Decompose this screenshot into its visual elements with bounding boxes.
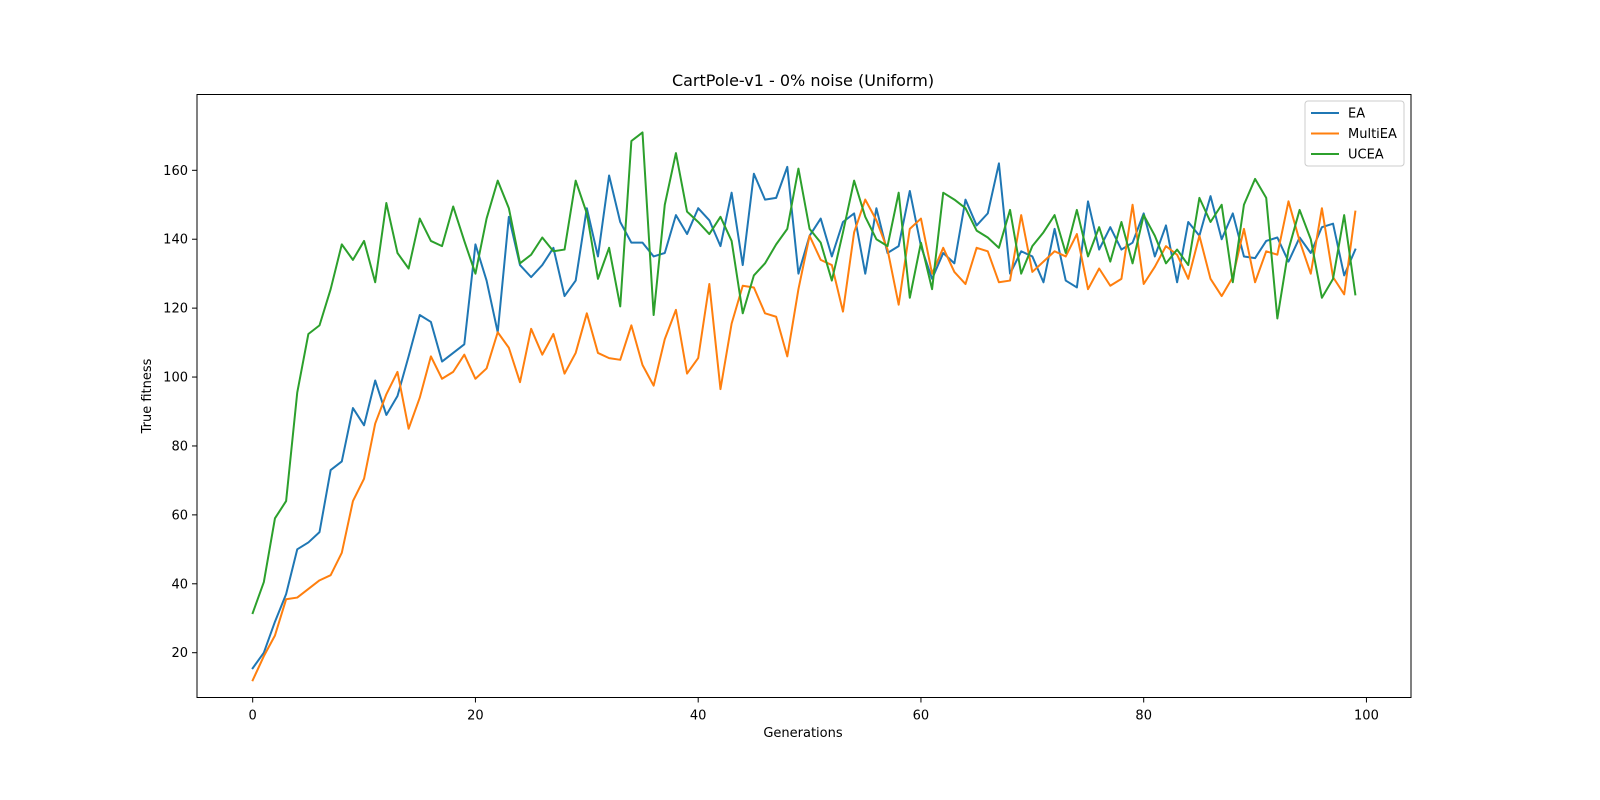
x-tick-label: 20 <box>467 709 484 724</box>
y-tick-label: 140 <box>163 233 188 248</box>
y-tick-label: 100 <box>163 371 188 386</box>
x-tick-label: 60 <box>913 709 930 724</box>
chart-title: CartPole-v1 - 0% noise (Uniform) <box>672 71 934 90</box>
plot-area-frame <box>196 94 1412 698</box>
y-tick-label: 160 <box>163 164 188 179</box>
legend-label-multiea: MultiEA <box>1348 127 1397 142</box>
legend-label-ucea: UCEA <box>1348 148 1384 163</box>
x-tick-label: 40 <box>690 709 707 724</box>
y-tick-label: 120 <box>163 302 188 317</box>
x-axis-label: Generations <box>763 726 843 741</box>
series-line-ea <box>251 162 1357 670</box>
y-axis-ticks: 20 40 60 80 100 120 140 160 <box>163 164 197 661</box>
legend: EA MultiEA UCEA <box>1304 100 1405 167</box>
series-line-multiea <box>251 198 1357 682</box>
legend-box <box>1304 100 1405 167</box>
y-axis-label: True fitness <box>140 358 155 434</box>
series-line-ucea <box>251 131 1357 615</box>
legend-label-ea: EA <box>1348 107 1365 122</box>
x-axis-ticks: 0 20 40 60 80 100 <box>249 697 1379 724</box>
y-tick-label: 60 <box>171 508 188 523</box>
y-tick-label: 40 <box>171 577 188 592</box>
y-tick-label: 20 <box>171 646 188 661</box>
y-tick-label: 80 <box>171 439 188 454</box>
x-tick-label: 80 <box>1135 709 1152 724</box>
series-lines <box>251 131 1357 682</box>
x-tick-label: 0 <box>249 709 257 724</box>
x-tick-label: 100 <box>1354 709 1379 724</box>
